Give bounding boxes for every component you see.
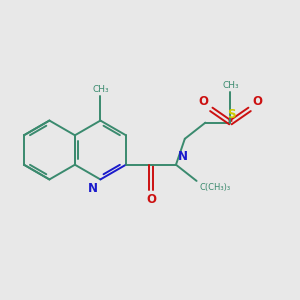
Text: S: S (227, 108, 235, 121)
Text: O: O (146, 193, 156, 206)
Text: C(CH₃)₃: C(CH₃)₃ (200, 183, 231, 192)
Text: CH₃: CH₃ (92, 85, 109, 94)
Text: O: O (198, 95, 208, 108)
Text: CH₃: CH₃ (222, 81, 239, 90)
Text: N: N (178, 150, 188, 163)
Text: O: O (253, 95, 262, 108)
Text: N: N (88, 182, 98, 195)
